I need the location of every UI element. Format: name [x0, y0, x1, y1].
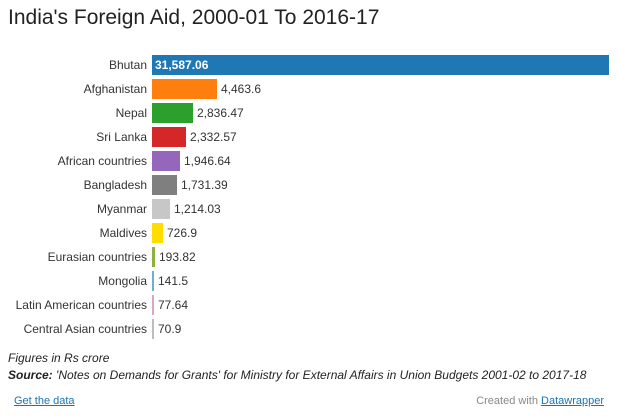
bar-african-countries	[152, 151, 180, 171]
value-label-bangladesh: 1,731.39	[181, 178, 228, 192]
bar-eurasian-countries	[152, 247, 155, 267]
value-label-nepal: 2,836.47	[197, 106, 244, 120]
value-label-mongolia: 141.5	[158, 274, 189, 288]
value-label-afghanistan: 4,463.6	[221, 82, 262, 96]
bar-myanmar	[152, 199, 170, 219]
value-label-african-countries: 1,946.64	[184, 154, 231, 168]
category-label-myanmar: Myanmar	[96, 202, 147, 216]
source-label: Source:	[8, 368, 53, 382]
category-label-eurasian-countries: Eurasian countries	[47, 250, 147, 264]
category-label-mongolia: Mongolia	[98, 274, 147, 288]
bar-maldives	[152, 223, 163, 243]
bar-afghanistan	[152, 79, 217, 99]
source-note: Source: 'Notes on Demands for Grants' fo…	[8, 368, 586, 382]
category-label-bangladesh: Bangladesh	[83, 178, 147, 192]
credit-footer: Created with Datawrapper	[476, 395, 604, 407]
value-label-bhutan: 31,587.06	[155, 58, 209, 72]
category-label-latin-american-countries: Latin American countries	[15, 298, 147, 312]
value-label-central-asian-countries: 70.9	[158, 322, 182, 336]
bar-nepal	[152, 103, 193, 123]
get-data-link[interactable]: Get the data	[14, 395, 75, 407]
get-data-footer: Get the data	[14, 395, 75, 407]
bar-bangladesh	[152, 175, 177, 195]
value-label-sri-lanka: 2,332.57	[190, 130, 237, 144]
value-label-maldives: 726.9	[167, 226, 198, 240]
bar-latin-american-countries	[152, 295, 154, 315]
value-label-myanmar: 1,214.03	[174, 202, 221, 216]
value-label-latin-american-countries: 77.64	[158, 298, 189, 312]
category-label-sri-lanka: Sri Lanka	[96, 130, 147, 144]
category-label-central-asian-countries: Central Asian countries	[23, 322, 147, 336]
datawrapper-link[interactable]: Datawrapper	[541, 395, 604, 407]
created-with-text: Created with	[476, 395, 542, 407]
category-label-african-countries: African countries	[57, 154, 147, 168]
bar-mongolia	[152, 271, 154, 291]
category-label-nepal: Nepal	[115, 106, 147, 120]
category-label-maldives: Maldives	[99, 226, 147, 240]
category-label-bhutan: Bhutan	[108, 58, 147, 72]
bar-bhutan	[152, 55, 609, 75]
bar-sri-lanka	[152, 127, 186, 147]
value-label-eurasian-countries: 193.82	[159, 250, 196, 264]
category-label-afghanistan: Afghanistan	[83, 82, 147, 96]
bar-central-asian-countries	[152, 319, 154, 339]
units-note: Figures in Rs crore	[8, 351, 110, 365]
chart-title: India's Foreign Aid, 2000-01 To 2016-17	[8, 6, 380, 29]
source-text: 'Notes on Demands for Grants' for Minist…	[52, 368, 587, 382]
